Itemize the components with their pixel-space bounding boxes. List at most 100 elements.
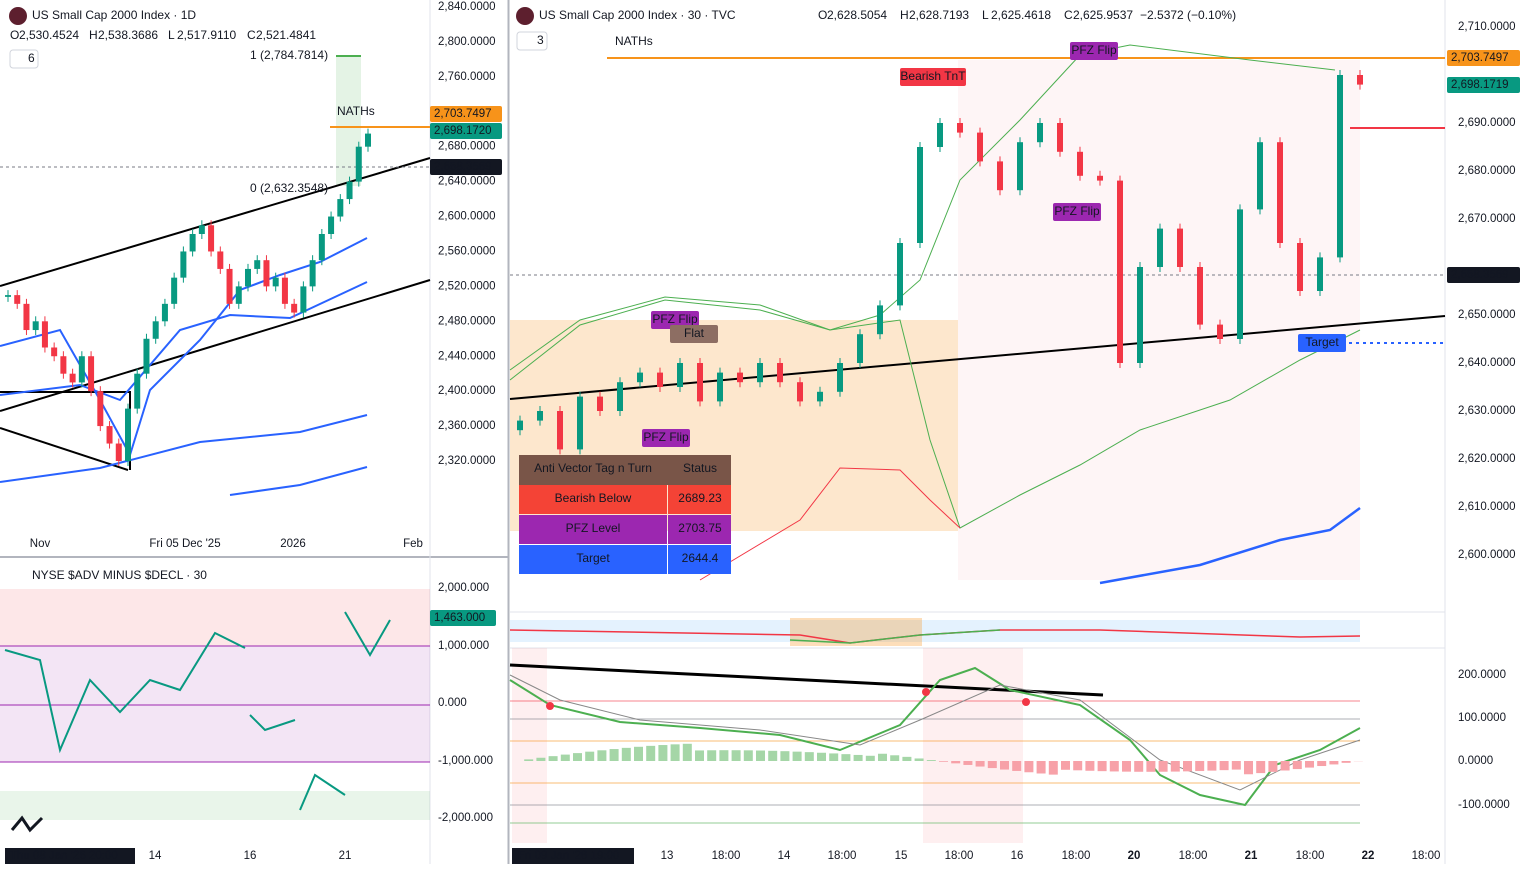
candle bbox=[328, 217, 334, 234]
candle bbox=[697, 363, 703, 401]
candle bbox=[1117, 181, 1123, 363]
x-tick-label: 18:00 bbox=[1179, 850, 1208, 862]
y-tick-label: 2,400.0000 bbox=[438, 385, 496, 397]
candle bbox=[1097, 176, 1103, 181]
price-tag-label: 2,658.3569 bbox=[1451, 269, 1509, 281]
candle bbox=[134, 374, 140, 409]
candle bbox=[897, 243, 903, 305]
y-tick-label: 2,320.0000 bbox=[438, 455, 496, 467]
ohlc-value: 2,521.4841 bbox=[256, 28, 316, 42]
candle bbox=[1317, 257, 1323, 291]
candle bbox=[356, 147, 362, 182]
candle bbox=[737, 373, 743, 383]
x-tick-label: 18:00 bbox=[1296, 850, 1325, 862]
chart-title: US Small Cap 2000 Index · 30 · TVC bbox=[539, 8, 736, 22]
x-tick-label: 18:00 bbox=[1412, 850, 1441, 862]
table-header-cell: Status bbox=[683, 461, 717, 475]
x-tick-label: 20 bbox=[1128, 850, 1141, 862]
symbol-icon bbox=[9, 7, 27, 25]
ohlc-key: H bbox=[89, 28, 98, 42]
x-tick-label: 14 bbox=[149, 850, 162, 862]
candle bbox=[217, 251, 223, 268]
histogram-bar bbox=[976, 761, 985, 767]
price-tag-label: 1,463.000 bbox=[434, 612, 485, 624]
candle bbox=[33, 321, 39, 330]
x-tick-label: 22 bbox=[1362, 850, 1375, 862]
y-tick-label: 2,680.0000 bbox=[1458, 165, 1516, 177]
price-tag-label: 2,698.1719 bbox=[1451, 79, 1509, 91]
candle bbox=[1277, 142, 1283, 243]
histogram-bar bbox=[1073, 761, 1082, 770]
histogram-bar bbox=[1281, 761, 1290, 770]
histogram-bar bbox=[988, 761, 997, 768]
histogram-bar bbox=[744, 750, 753, 761]
candle bbox=[537, 411, 543, 421]
y-tick-label: 2,630.0000 bbox=[1458, 405, 1516, 417]
x-tick-label: 2026 bbox=[280, 538, 306, 550]
annotation: PFZ Flip bbox=[652, 312, 698, 326]
interval: 3 bbox=[537, 33, 544, 47]
x-tick-label: 16 bbox=[244, 850, 257, 862]
candle bbox=[310, 260, 316, 286]
ohlc-key: C bbox=[1064, 8, 1073, 22]
y-tick-label: 2,620.0000 bbox=[1458, 453, 1516, 465]
table-cell: 2703.75 bbox=[678, 521, 722, 535]
histogram-bar bbox=[1195, 761, 1204, 771]
x-tick-label: Fri 09 Jan '26 19:00 bbox=[518, 850, 619, 862]
y-tick-label: 1,000.000 bbox=[438, 640, 489, 652]
x-tick-label: 18:00 bbox=[1062, 850, 1091, 862]
price-tag-label: 2,698.1720 bbox=[434, 125, 492, 137]
candle bbox=[517, 421, 523, 431]
x-tick-label: Fri 05 Dec '25 bbox=[149, 538, 220, 550]
ohlc-value: 2,625.9537 bbox=[1073, 8, 1133, 22]
y-tick-label: 2,800.0000 bbox=[438, 36, 496, 48]
candle bbox=[1017, 142, 1023, 190]
table-cell: 2644.4 bbox=[682, 551, 719, 565]
candle bbox=[23, 304, 29, 330]
y-tick-label: -2,000.000 bbox=[438, 812, 493, 824]
y-tick-label: -1,000.000 bbox=[438, 755, 493, 767]
histogram-bar bbox=[1244, 761, 1253, 774]
candle bbox=[337, 199, 343, 216]
x-tick-label: 18:00 bbox=[828, 850, 857, 862]
naths-label: NATHs bbox=[337, 104, 375, 118]
candle bbox=[917, 147, 923, 243]
candle bbox=[1057, 123, 1063, 152]
candle bbox=[957, 123, 963, 133]
fib-bottom: 0 (2,632.3548) bbox=[250, 181, 328, 195]
histogram-bar bbox=[1024, 761, 1033, 772]
candle bbox=[1357, 75, 1363, 85]
table-cell: Bearish Below bbox=[555, 491, 632, 505]
candle bbox=[1337, 75, 1343, 257]
histogram-bar bbox=[707, 750, 716, 761]
x-tick-label: 14 bbox=[778, 850, 791, 862]
candle bbox=[577, 397, 583, 450]
histogram-bar bbox=[1159, 761, 1168, 772]
candle bbox=[1257, 142, 1263, 209]
ohlc-key: O bbox=[818, 8, 827, 22]
candle bbox=[1217, 325, 1223, 339]
histogram-bar bbox=[695, 750, 704, 761]
histogram-bar bbox=[732, 750, 741, 761]
histogram-bar bbox=[1317, 761, 1326, 766]
y-tick-label: 2,670.0000 bbox=[1458, 213, 1516, 225]
candle bbox=[273, 278, 279, 287]
candle bbox=[657, 373, 663, 387]
table-cell: 2689.23 bbox=[678, 491, 722, 505]
candle bbox=[1237, 209, 1243, 339]
histogram-bar bbox=[1256, 761, 1265, 773]
candle bbox=[79, 356, 85, 382]
candle bbox=[617, 382, 623, 411]
histogram-bar bbox=[1098, 761, 1107, 771]
histogram-bar bbox=[768, 751, 777, 761]
y-tick-label: 2,600.0000 bbox=[438, 211, 496, 223]
candle bbox=[97, 391, 103, 426]
fib-top: 1 (2,784.7814) bbox=[250, 48, 328, 62]
x-tick-label: 18:00 bbox=[712, 850, 741, 862]
candle bbox=[125, 409, 131, 461]
histogram-bar bbox=[780, 751, 789, 761]
histogram-bar bbox=[1342, 761, 1351, 763]
x-tick-label: Feb bbox=[403, 538, 423, 550]
candle bbox=[1177, 229, 1183, 267]
